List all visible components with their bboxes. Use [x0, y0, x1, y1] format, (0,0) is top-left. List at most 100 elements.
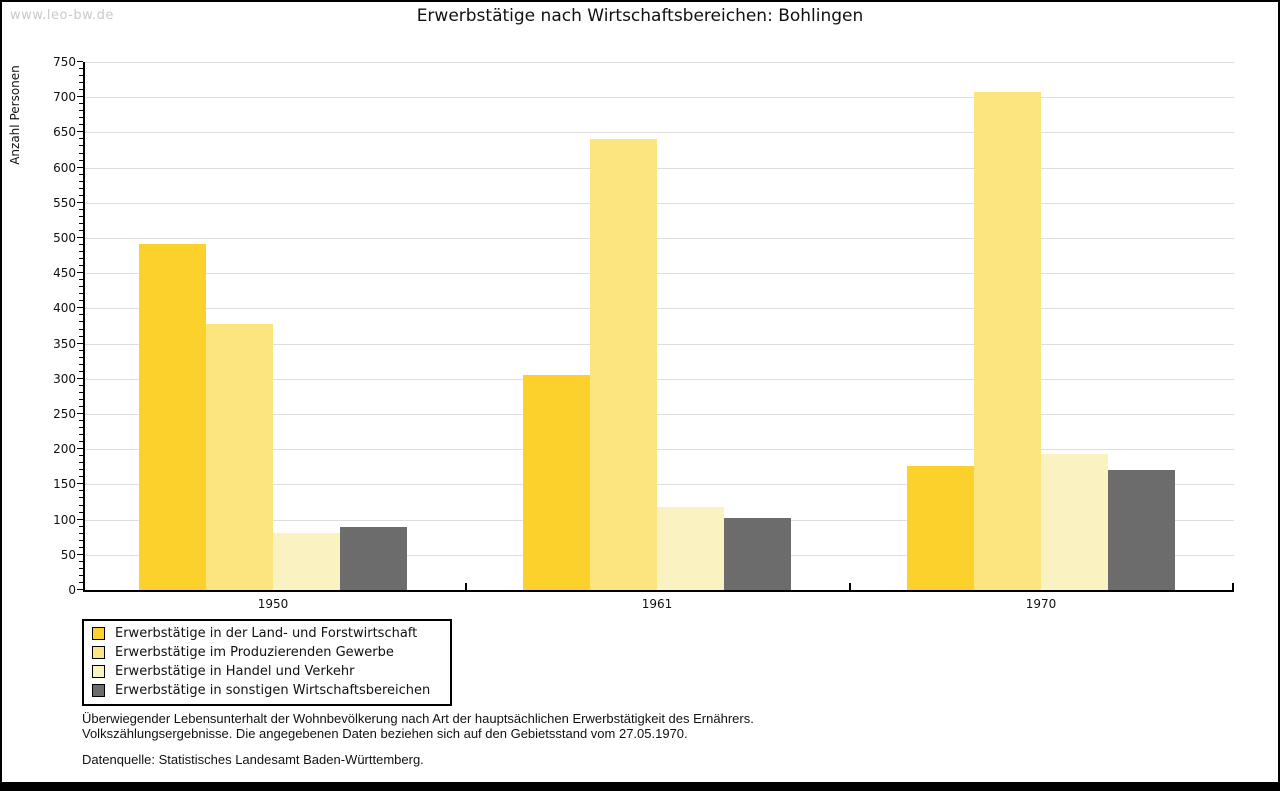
x-tick-label-1961: 1961 — [641, 597, 673, 611]
gridline — [85, 97, 1234, 99]
y-tick-label: 600 — [53, 160, 76, 175]
legend-row: Erwerbstätige in sonstigen Wirtschaftsbe… — [84, 681, 450, 700]
y-minor-tick — [79, 476, 83, 478]
y-minor-tick — [79, 300, 83, 302]
y-minor-tick — [79, 103, 83, 105]
y-major-tick — [77, 166, 83, 168]
bar-1950-series-4 — [340, 526, 407, 590]
y-tick-label: 100 — [53, 512, 76, 527]
y-minor-tick — [79, 293, 83, 295]
gridline — [85, 449, 1234, 451]
y-tick-label: 650 — [53, 125, 76, 140]
y-minor-tick — [79, 208, 83, 210]
y-minor-tick — [79, 349, 83, 351]
y-major-tick — [77, 553, 83, 555]
y-minor-tick — [79, 356, 83, 358]
y-minor-tick — [79, 110, 83, 112]
bar-1970-series-2 — [974, 91, 1041, 590]
y-minor-tick — [79, 581, 83, 583]
y-tick-label: 700 — [53, 90, 76, 105]
footnote-text: Überwiegender Lebensunterhalt der Wohnbe… — [82, 711, 754, 741]
y-minor-tick — [79, 420, 83, 422]
gridline — [85, 308, 1234, 310]
bar-1961-series-1 — [523, 375, 590, 590]
y-minor-tick — [79, 560, 83, 562]
x-axis-tick — [465, 583, 467, 590]
y-minor-tick — [79, 286, 83, 288]
gridline — [85, 62, 1234, 63]
y-minor-tick — [79, 258, 83, 260]
y-minor-tick — [79, 434, 83, 436]
bar-1950-series-3 — [273, 532, 340, 590]
gridline — [85, 378, 1234, 380]
y-minor-tick — [79, 82, 83, 84]
legend-label: Erwerbstätige im Produzierenden Gewerbe — [115, 645, 394, 660]
legend-label: Erwerbstätige in Handel und Verkehr — [115, 664, 355, 679]
bar-1970-series-3 — [1041, 454, 1108, 590]
y-minor-tick — [79, 229, 83, 231]
y-minor-tick — [79, 525, 83, 527]
y-tick-label: 150 — [53, 477, 76, 492]
y-major-tick — [77, 272, 83, 274]
y-minor-tick — [79, 370, 83, 372]
y-tick-label: 200 — [53, 442, 76, 457]
y-tick-label: 450 — [53, 266, 76, 281]
y-minor-tick — [79, 152, 83, 154]
y-major-tick — [77, 589, 83, 590]
y-major-tick — [77, 518, 83, 520]
y-minor-tick — [79, 145, 83, 147]
y-minor-tick — [79, 455, 83, 457]
gridline — [85, 167, 1234, 169]
y-minor-tick — [79, 68, 83, 70]
y-tick-label: 500 — [53, 231, 76, 245]
y-major-tick — [77, 237, 83, 238]
legend-label: Erwerbstätige in der Land- und Forstwirt… — [115, 626, 418, 641]
gridline — [85, 202, 1234, 204]
y-minor-tick — [79, 138, 83, 140]
y-minor-tick — [79, 398, 83, 400]
plot-area — [77, 61, 1234, 592]
y-minor-tick — [79, 194, 83, 196]
gridline — [85, 238, 1234, 239]
y-major-tick — [77, 483, 83, 485]
legend-swatch-icon — [92, 646, 105, 659]
y-minor-tick — [79, 384, 83, 386]
legend-swatch-icon — [92, 627, 105, 640]
watermark-leo-bw: www.leo-bw.de — [10, 8, 114, 23]
legend-swatch-icon — [92, 665, 105, 678]
legend: Erwerbstätige in der Land- und Forstwirt… — [82, 619, 452, 706]
legend-label: Erwerbstätige in sonstigen Wirtschaftsbe… — [115, 683, 431, 698]
footnote-line-1: Überwiegender Lebensunterhalt der Wohnbe… — [82, 711, 754, 726]
y-minor-tick — [79, 279, 83, 281]
y-minor-tick — [79, 363, 83, 365]
y-minor-tick — [79, 117, 83, 119]
bar-1961-series-3 — [657, 506, 724, 590]
bar-1961-series-4 — [724, 518, 791, 590]
y-minor-tick — [79, 469, 83, 471]
y-major-tick — [77, 377, 83, 379]
y-minor-tick — [79, 391, 83, 393]
y-minor-tick — [79, 89, 83, 91]
y-tick-label: 550 — [53, 195, 76, 210]
y-minor-tick — [79, 546, 83, 548]
y-minor-tick — [79, 159, 83, 161]
y-tick-label: 350 — [53, 336, 76, 351]
y-minor-tick — [79, 251, 83, 253]
gridline — [85, 484, 1234, 486]
bar-1950-series-1 — [139, 244, 206, 590]
y-minor-tick — [79, 75, 83, 77]
y-minor-tick — [79, 405, 83, 407]
legend-swatch-icon — [92, 684, 105, 697]
y-minor-tick — [79, 462, 83, 464]
y-minor-tick — [79, 215, 83, 217]
chart-title: Erwerbstätige nach Wirtschaftsbereichen:… — [416, 6, 864, 26]
y-minor-tick — [79, 265, 83, 267]
y-minor-tick — [79, 321, 83, 323]
y-major-tick — [77, 413, 83, 414]
y-minor-tick — [79, 173, 83, 175]
y-minor-tick — [79, 532, 83, 534]
gridline — [85, 132, 1234, 134]
y-minor-tick — [79, 567, 83, 569]
y-minor-tick — [79, 511, 83, 513]
